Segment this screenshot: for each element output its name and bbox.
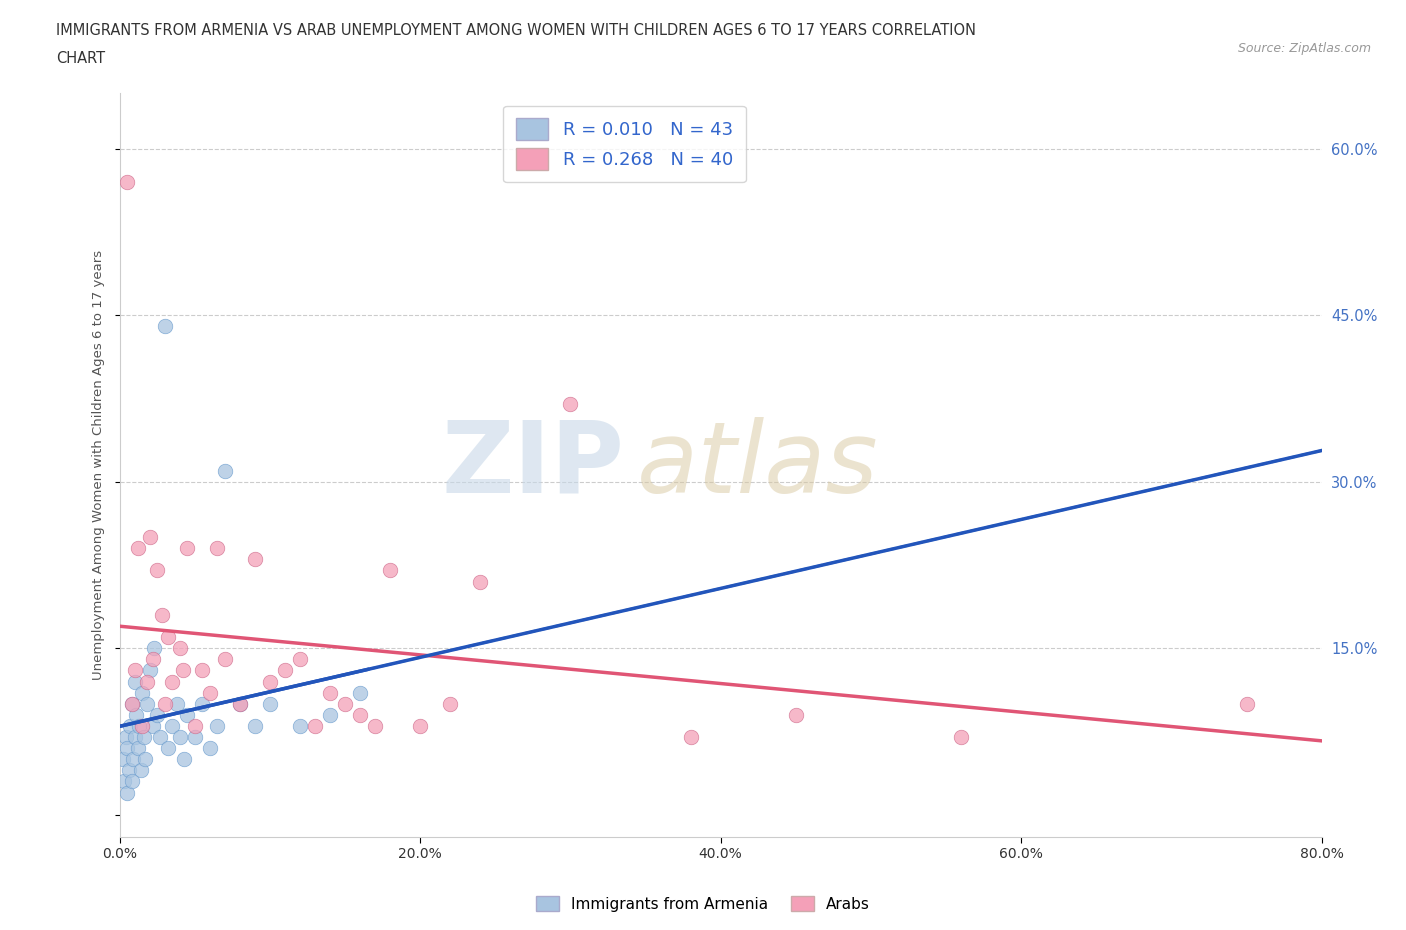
Legend: Immigrants from Armenia, Arabs: Immigrants from Armenia, Arabs — [530, 889, 876, 918]
Point — [1236, 697, 1258, 711]
Point — [149, 730, 172, 745]
Point — [228, 697, 252, 711]
Point — [124, 730, 146, 745]
Legend: R = 0.010   N = 43, R = 0.268   N = 40: R = 0.010 N = 43, R = 0.268 N = 40 — [503, 106, 745, 182]
Point — [156, 740, 179, 755]
Point — [169, 730, 191, 745]
Point — [142, 652, 165, 667]
Point — [143, 641, 166, 656]
Point — [243, 551, 266, 566]
Point — [173, 751, 195, 766]
Text: atlas: atlas — [637, 417, 879, 513]
Point — [121, 697, 143, 711]
Point — [274, 663, 297, 678]
Point — [349, 708, 371, 723]
Point — [114, 730, 136, 745]
Point — [259, 674, 281, 689]
Point — [785, 708, 807, 723]
Point — [127, 541, 149, 556]
Point — [333, 697, 356, 711]
Point — [439, 697, 461, 711]
Point — [172, 663, 194, 678]
Text: ZIP: ZIP — [441, 417, 624, 513]
Point — [349, 685, 371, 700]
Point — [319, 708, 342, 723]
Text: CHART: CHART — [56, 51, 105, 66]
Point — [129, 763, 152, 777]
Point — [259, 697, 281, 711]
Point — [288, 719, 311, 734]
Point — [115, 785, 138, 800]
Point — [288, 652, 311, 667]
Point — [150, 607, 173, 622]
Point — [205, 541, 228, 556]
Point — [169, 641, 191, 656]
Point — [131, 719, 153, 734]
Point — [128, 719, 150, 734]
Point — [950, 730, 973, 745]
Point — [131, 685, 153, 700]
Point — [214, 652, 236, 667]
Point — [160, 674, 183, 689]
Point — [183, 719, 205, 734]
Point — [364, 719, 387, 734]
Point — [124, 674, 146, 689]
Point — [112, 774, 135, 789]
Point — [679, 730, 702, 745]
Point — [160, 719, 183, 734]
Point — [118, 719, 141, 734]
Point — [319, 685, 342, 700]
Point — [135, 674, 157, 689]
Point — [124, 663, 146, 678]
Point — [243, 719, 266, 734]
Point — [205, 719, 228, 734]
Point — [122, 751, 145, 766]
Point — [378, 563, 401, 578]
Point — [153, 319, 176, 334]
Point — [111, 751, 134, 766]
Point — [115, 175, 138, 190]
Point — [191, 663, 214, 678]
Point — [138, 530, 160, 545]
Point — [166, 697, 188, 711]
Point — [135, 697, 157, 711]
Point — [127, 740, 149, 755]
Point — [198, 685, 221, 700]
Y-axis label: Unemployment Among Women with Children Ages 6 to 17 years: Unemployment Among Women with Children A… — [93, 250, 105, 680]
Point — [121, 774, 143, 789]
Point — [153, 697, 176, 711]
Point — [138, 663, 160, 678]
Point — [304, 719, 326, 734]
Point — [146, 708, 169, 723]
Point — [409, 719, 432, 734]
Point — [146, 563, 169, 578]
Point — [214, 463, 236, 478]
Text: Source: ZipAtlas.com: Source: ZipAtlas.com — [1237, 42, 1371, 55]
Point — [132, 730, 155, 745]
Point — [183, 730, 205, 745]
Point — [125, 708, 148, 723]
Point — [115, 740, 138, 755]
Point — [198, 740, 221, 755]
Point — [176, 708, 198, 723]
Point — [121, 697, 143, 711]
Point — [134, 751, 156, 766]
Point — [176, 541, 198, 556]
Point — [228, 697, 252, 711]
Point — [560, 396, 582, 411]
Point — [468, 574, 492, 589]
Text: IMMIGRANTS FROM ARMENIA VS ARAB UNEMPLOYMENT AMONG WOMEN WITH CHILDREN AGES 6 TO: IMMIGRANTS FROM ARMENIA VS ARAB UNEMPLOY… — [56, 23, 976, 38]
Point — [117, 763, 139, 777]
Point — [191, 697, 214, 711]
Point — [156, 630, 179, 644]
Point — [142, 719, 165, 734]
